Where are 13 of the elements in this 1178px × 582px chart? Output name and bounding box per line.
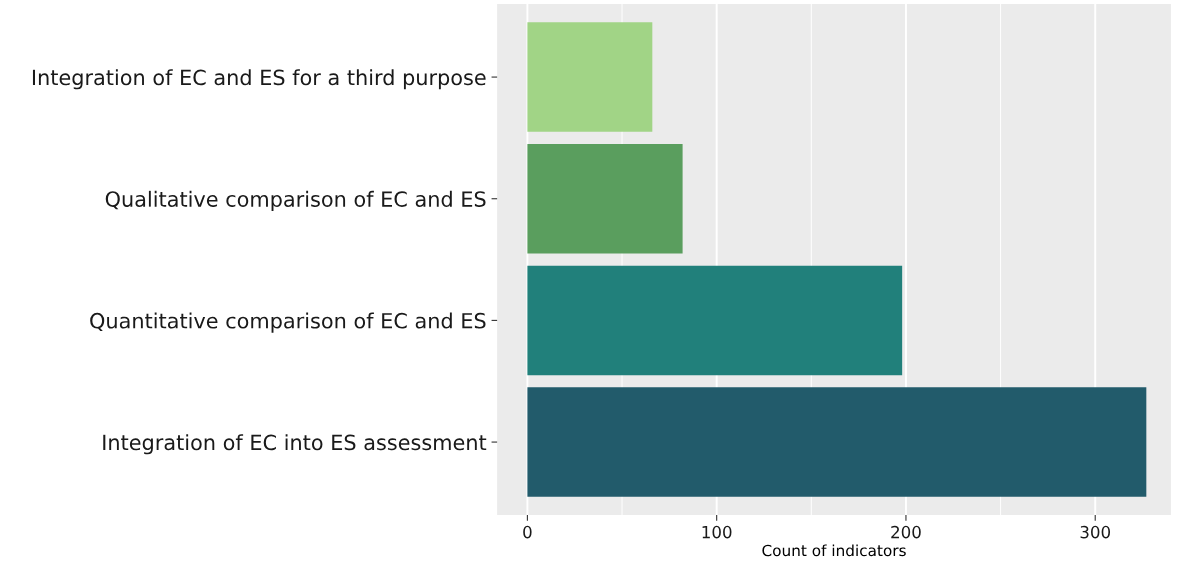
x-tick-label: 100 (702, 525, 732, 539)
y-tick-label: Integration of EC into ES assessment (103, 434, 487, 455)
y-tick-label: Integration of EC and ES for a third purpose (32, 69, 486, 90)
bar (527, 387, 1147, 497)
y-tick-label: Quantitative comparison of EC and ES (90, 312, 486, 333)
x-tick-label: 0 (523, 525, 532, 539)
x-axis-title: Count of indicators (762, 544, 906, 557)
bar (527, 265, 903, 376)
x-tick-label: 200 (891, 525, 921, 539)
y-tick-label: Qualitative comparison of EC and ES (105, 190, 486, 211)
bar (527, 22, 653, 132)
x-tick-label: 300 (1080, 525, 1111, 539)
bar (527, 143, 683, 254)
